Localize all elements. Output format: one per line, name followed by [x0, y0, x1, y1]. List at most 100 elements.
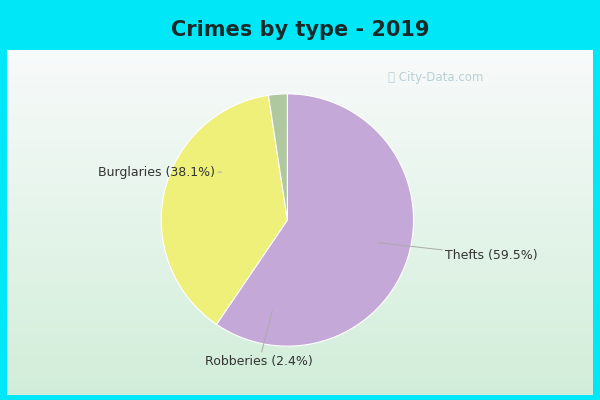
Bar	[7, 171, 593, 172]
Bar	[7, 188, 593, 190]
Bar	[7, 318, 593, 319]
Bar	[7, 364, 593, 366]
Bar	[7, 180, 593, 181]
Bar	[7, 97, 593, 98]
Bar	[7, 350, 593, 352]
Bar	[7, 117, 593, 119]
Bar	[7, 136, 593, 138]
Bar	[7, 100, 593, 102]
Bar	[7, 102, 593, 104]
Bar	[7, 262, 593, 264]
Bar	[7, 321, 593, 323]
Bar	[7, 134, 593, 136]
Bar	[7, 336, 593, 338]
Bar	[7, 64, 593, 66]
Bar	[7, 193, 593, 195]
Bar	[7, 219, 593, 221]
Bar	[7, 67, 593, 69]
Bar	[7, 224, 593, 226]
Bar	[7, 52, 593, 54]
Bar	[7, 116, 593, 117]
Bar	[7, 260, 593, 262]
Bar	[7, 254, 593, 255]
Bar	[7, 119, 593, 121]
Bar	[7, 192, 593, 193]
Bar	[7, 264, 593, 266]
Bar	[7, 55, 593, 57]
Bar	[7, 190, 593, 192]
Bar	[7, 371, 593, 373]
Bar	[7, 288, 593, 290]
Bar	[7, 302, 593, 304]
Bar	[7, 50, 593, 52]
Bar	[7, 59, 593, 60]
Bar	[7, 233, 593, 235]
Bar	[7, 240, 593, 242]
Text: ⓘ City-Data.com: ⓘ City-Data.com	[388, 71, 483, 84]
Bar	[7, 361, 593, 362]
Bar	[7, 269, 593, 271]
Bar	[7, 98, 593, 100]
Bar	[7, 280, 593, 281]
Bar	[7, 150, 593, 152]
Bar	[7, 84, 593, 86]
Bar	[7, 200, 593, 202]
Text: Robberies (2.4%): Robberies (2.4%)	[205, 311, 313, 368]
Bar	[7, 216, 593, 218]
Bar	[7, 129, 593, 131]
Bar	[7, 204, 593, 205]
Bar	[7, 195, 593, 197]
Bar	[7, 76, 593, 78]
Bar	[7, 226, 593, 228]
Bar	[7, 164, 593, 166]
Bar	[7, 324, 593, 326]
Bar	[7, 79, 593, 81]
Bar	[7, 159, 593, 160]
Bar	[7, 148, 593, 150]
Bar	[7, 306, 593, 307]
Bar	[7, 109, 593, 110]
Bar	[7, 344, 593, 345]
Bar	[7, 121, 593, 122]
Bar	[7, 162, 593, 164]
Bar	[7, 110, 593, 112]
Bar	[7, 128, 593, 129]
Bar	[7, 90, 593, 92]
Bar	[7, 71, 593, 72]
Bar	[7, 198, 593, 200]
Bar	[7, 286, 593, 288]
Bar	[7, 152, 593, 154]
Bar	[7, 122, 593, 124]
Bar	[7, 62, 593, 64]
Bar	[7, 292, 593, 293]
Bar	[7, 274, 593, 276]
Bar	[7, 248, 593, 250]
Bar	[7, 54, 593, 55]
Bar	[7, 245, 593, 247]
Bar	[7, 381, 593, 383]
Bar	[7, 142, 593, 143]
Bar	[7, 214, 593, 216]
Bar	[7, 81, 593, 83]
Bar	[7, 281, 593, 283]
Bar	[7, 348, 593, 350]
Bar	[7, 157, 593, 159]
Bar	[7, 357, 593, 359]
Bar	[7, 155, 593, 157]
Bar	[7, 276, 593, 278]
Bar	[7, 183, 593, 185]
Bar	[7, 236, 593, 238]
Bar	[7, 273, 593, 274]
Bar	[7, 394, 593, 395]
Bar	[7, 257, 593, 259]
Text: Thefts (59.5%): Thefts (59.5%)	[378, 243, 538, 262]
Bar	[7, 72, 593, 74]
Bar	[7, 374, 593, 376]
Bar	[7, 283, 593, 285]
Text: Burglaries (38.1%): Burglaries (38.1%)	[98, 166, 222, 178]
Bar	[7, 380, 593, 381]
Bar	[7, 228, 593, 230]
Bar	[7, 352, 593, 354]
Bar	[7, 290, 593, 292]
Bar	[7, 105, 593, 107]
